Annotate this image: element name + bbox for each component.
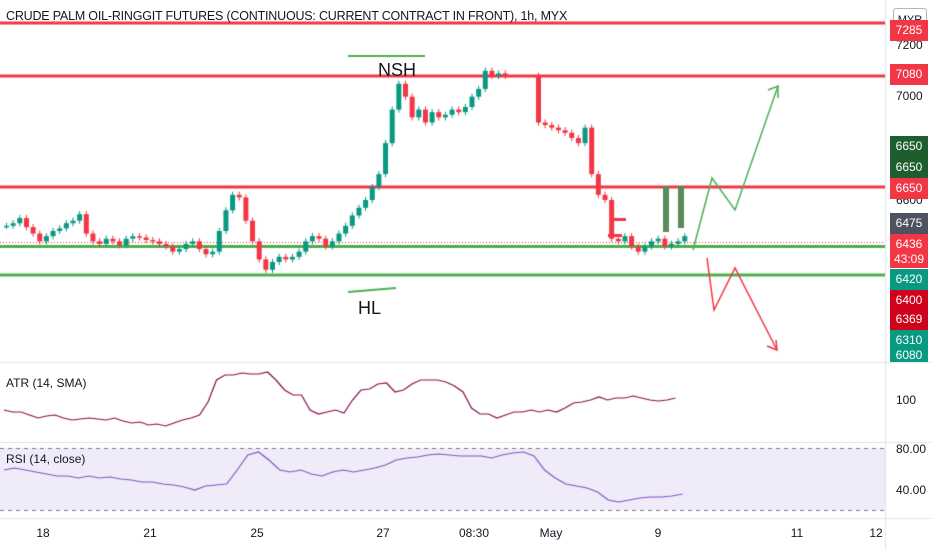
price-tag-6475: 6475 bbox=[890, 213, 928, 234]
price-tag-6420: 6420 bbox=[890, 269, 928, 290]
bar-countdown-tag: 43:09 bbox=[890, 250, 928, 268]
price-tag-6400: 6400 bbox=[890, 290, 928, 311]
price-tag-6650-red: 6650 bbox=[890, 178, 928, 199]
annotation-nsh: NSH bbox=[378, 60, 417, 80]
price-axis-label: 7200 bbox=[896, 38, 923, 52]
price-tag-6310: 6310 bbox=[890, 330, 928, 351]
time-axis-label: 21 bbox=[143, 526, 157, 540]
rsi-axis-label-40: 40.00 bbox=[896, 483, 927, 497]
price-tag-7285: 7285 bbox=[890, 20, 928, 41]
time-axis-label: May bbox=[539, 526, 563, 540]
price-tag-7080: 7080 bbox=[890, 64, 928, 85]
time-axis-label: 27 bbox=[376, 526, 390, 540]
time-axis-label: 18 bbox=[36, 526, 50, 540]
annotation-hl: HL bbox=[358, 298, 382, 318]
time-axis-label: 12 bbox=[869, 526, 883, 540]
price-tag-6650-green: 6650 bbox=[890, 136, 928, 157]
last-price-tag: 6436 bbox=[890, 234, 928, 255]
price-axis-label: 7000 bbox=[896, 89, 923, 103]
time-axis-label: 11 bbox=[790, 526, 804, 540]
chart-title: CRUDE PALM OIL-RINGGIT FUTURES (CONTINUO… bbox=[6, 9, 568, 23]
price-tag-6080: 6080 bbox=[890, 349, 928, 362]
price-tag-6650-green-2: 6650 bbox=[890, 157, 928, 178]
rsi-axis-label-80: 80.00 bbox=[896, 442, 927, 456]
time-axis-label: 08:30 bbox=[458, 526, 490, 540]
time-axis-label: 9 bbox=[654, 526, 662, 540]
atr-indicator-label[interactable]: ATR (14, SMA) bbox=[6, 376, 87, 390]
rsi-indicator-label[interactable]: RSI (14, close) bbox=[6, 452, 86, 466]
atr-axis-label: 100 bbox=[896, 393, 917, 407]
price-tag-6369: 6369 bbox=[890, 309, 928, 330]
time-axis-label: 25 bbox=[250, 526, 264, 540]
